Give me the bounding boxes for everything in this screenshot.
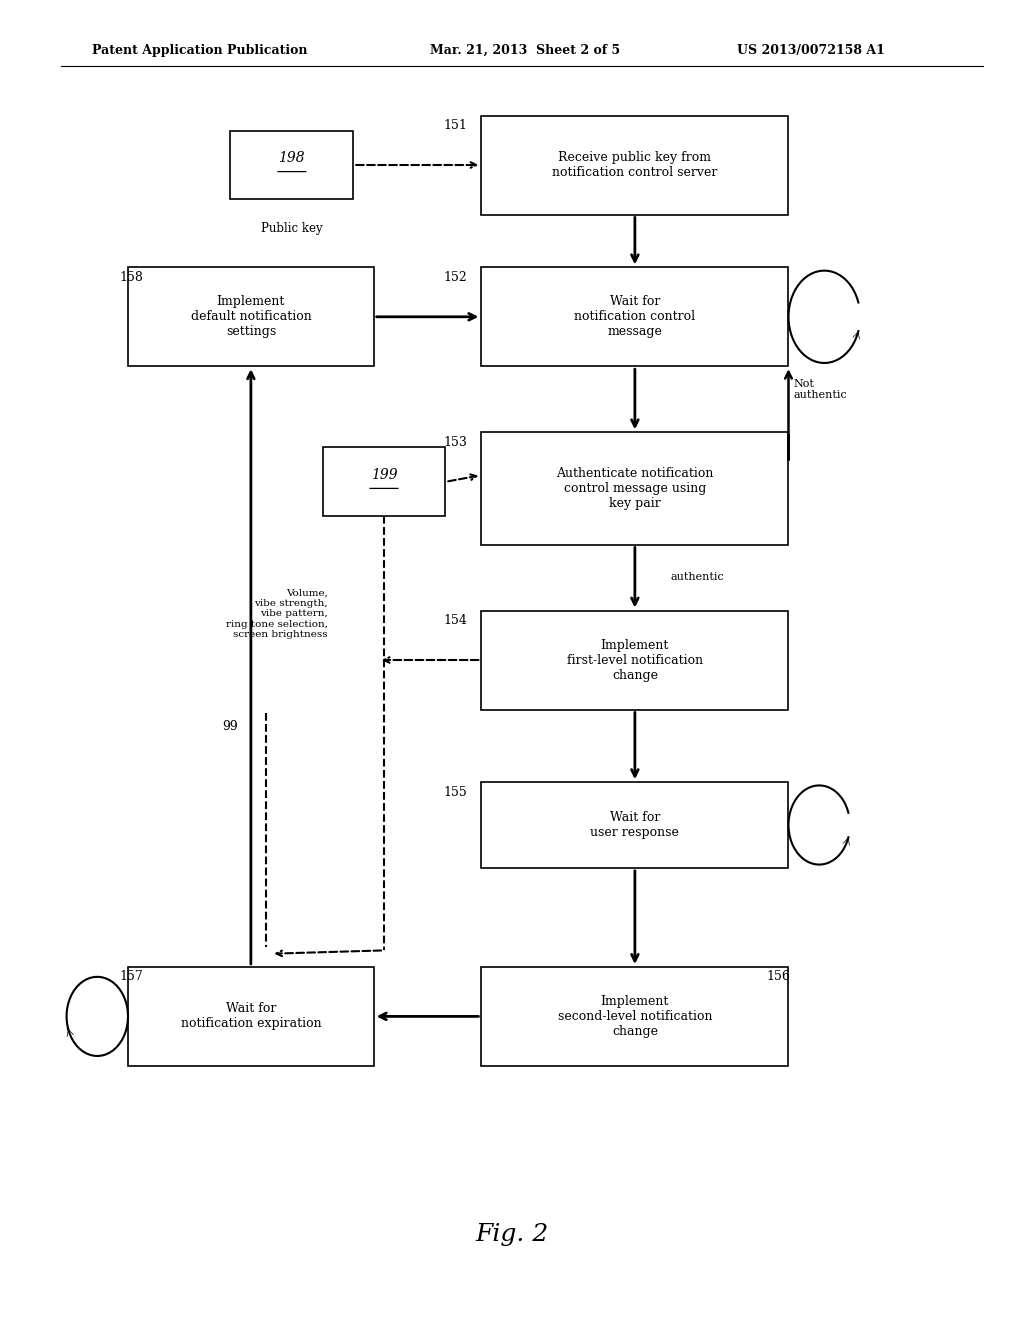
- FancyBboxPatch shape: [481, 116, 788, 214]
- Text: 99: 99: [222, 719, 239, 733]
- Text: Wait for
notification expiration: Wait for notification expiration: [180, 1002, 322, 1031]
- FancyBboxPatch shape: [230, 131, 353, 199]
- Text: Volume,
vibe strength,
vibe pattern,
ring tone selection,
screen brightness: Volume, vibe strength, vibe pattern, rin…: [225, 589, 328, 639]
- Text: 151: 151: [443, 119, 468, 132]
- Text: Wait for
user response: Wait for user response: [591, 810, 679, 840]
- Text: Wait for
notification control
message: Wait for notification control message: [574, 296, 695, 338]
- Text: Public key: Public key: [261, 222, 323, 235]
- FancyBboxPatch shape: [481, 966, 788, 1067]
- Text: 152: 152: [443, 271, 468, 284]
- FancyBboxPatch shape: [481, 433, 788, 544]
- Text: 199: 199: [371, 469, 397, 482]
- FancyBboxPatch shape: [481, 781, 788, 869]
- Text: 158: 158: [119, 271, 143, 284]
- Text: Mar. 21, 2013  Sheet 2 of 5: Mar. 21, 2013 Sheet 2 of 5: [430, 44, 621, 57]
- Text: 198: 198: [279, 152, 305, 165]
- Text: US 2013/0072158 A1: US 2013/0072158 A1: [737, 44, 885, 57]
- Text: Implement
first-level notification
change: Implement first-level notification chang…: [567, 639, 702, 681]
- Text: Fig. 2: Fig. 2: [475, 1222, 549, 1246]
- Text: Implement
second-level notification
change: Implement second-level notification chan…: [558, 995, 712, 1038]
- FancyBboxPatch shape: [481, 267, 788, 366]
- Text: Not
authentic: Not authentic: [794, 379, 847, 400]
- FancyBboxPatch shape: [323, 447, 445, 516]
- FancyBboxPatch shape: [481, 610, 788, 710]
- FancyBboxPatch shape: [128, 966, 374, 1067]
- Text: Implement
default notification
settings: Implement default notification settings: [190, 296, 311, 338]
- Text: Receive public key from
notification control server: Receive public key from notification con…: [552, 150, 718, 180]
- Text: 156: 156: [766, 970, 791, 983]
- Text: Patent Application Publication: Patent Application Publication: [92, 44, 307, 57]
- Text: 157: 157: [119, 970, 143, 983]
- Text: Authenticate notification
control message using
key pair: Authenticate notification control messag…: [556, 467, 714, 510]
- Text: 153: 153: [443, 436, 468, 449]
- Text: 154: 154: [443, 614, 468, 627]
- Text: 155: 155: [443, 785, 468, 799]
- Text: authentic: authentic: [671, 573, 724, 582]
- FancyBboxPatch shape: [128, 267, 374, 366]
